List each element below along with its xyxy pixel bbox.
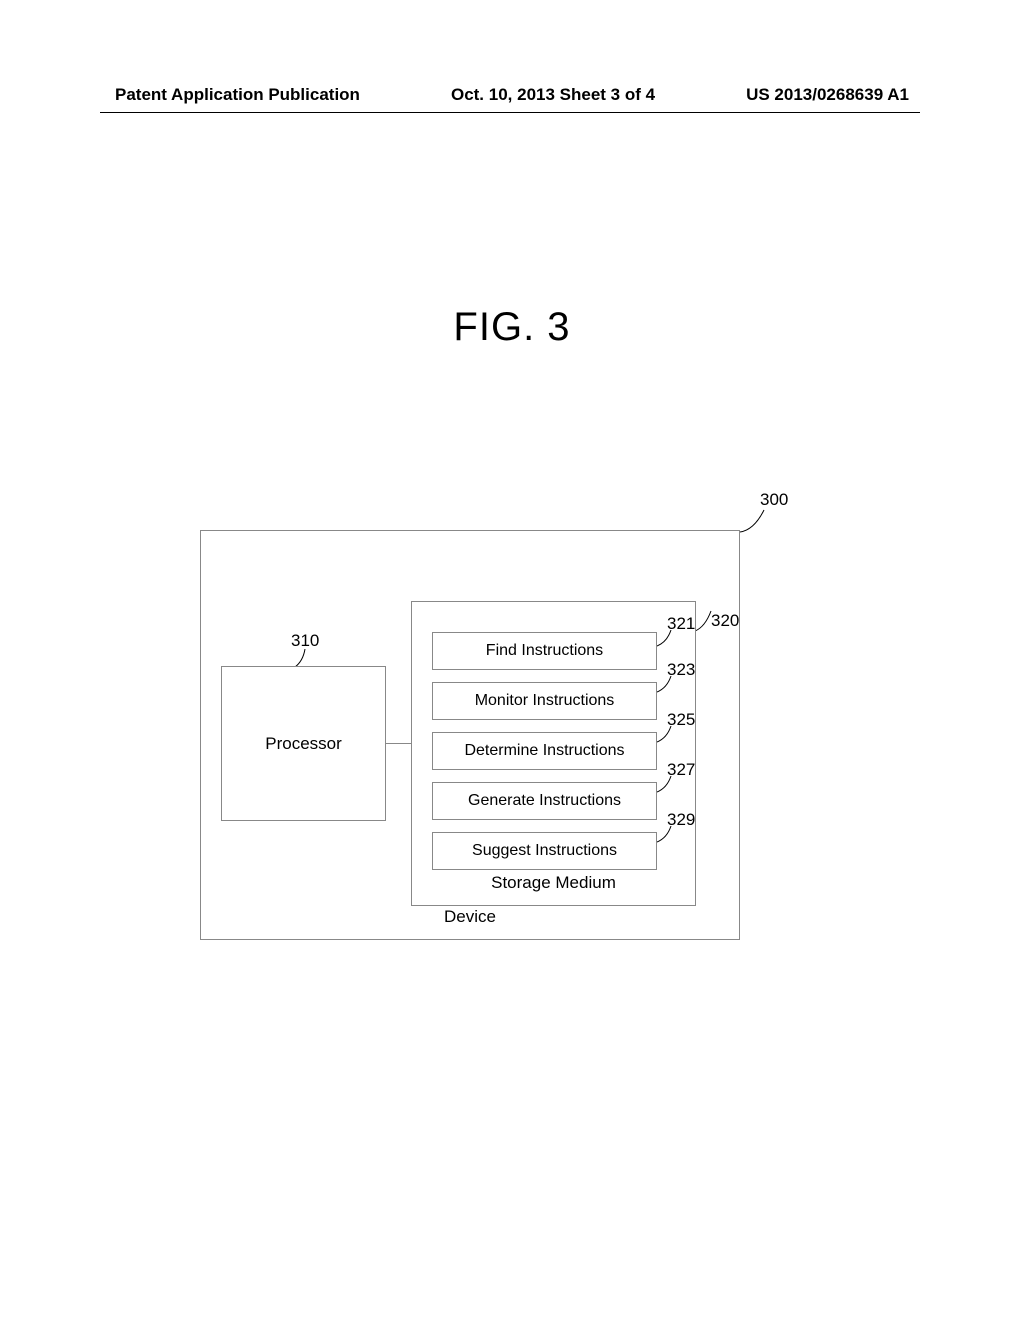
instruction-box-determine: Determine Instructions	[432, 732, 657, 770]
ref-310: 310	[291, 631, 319, 651]
processor-box: Processor	[221, 666, 386, 821]
block-diagram: 300 Device 310 Processor 320 Storage Med…	[200, 490, 780, 940]
instruction-box-suggest: Suggest Instructions	[432, 832, 657, 870]
instruction-label: Determine Instructions	[464, 742, 624, 760]
device-box: Device 310 Processor 320 Storage Medium …	[200, 530, 740, 940]
header-left: Patent Application Publication	[115, 85, 360, 105]
leader-321	[657, 630, 677, 650]
leader-327	[657, 776, 677, 796]
instruction-label: Generate Instructions	[468, 792, 621, 810]
device-label: Device	[201, 907, 739, 927]
leader-323	[657, 676, 677, 696]
instruction-box-monitor: Monitor Instructions	[432, 682, 657, 720]
processor-storage-connector	[386, 743, 411, 744]
leader-329	[657, 826, 677, 846]
storage-medium-label: Storage Medium	[412, 873, 695, 893]
instruction-label: Monitor Instructions	[475, 692, 615, 710]
ref-300: 300	[760, 490, 788, 510]
header-right: US 2013/0268639 A1	[746, 85, 909, 105]
instruction-label: Suggest Instructions	[472, 842, 617, 860]
leader-320	[695, 609, 715, 634]
storage-medium-box: Storage Medium Find Instructions Monitor…	[411, 601, 696, 906]
leader-325	[657, 726, 677, 746]
page-header: Patent Application Publication Oct. 10, …	[0, 85, 1024, 105]
instruction-box-find: Find Instructions	[432, 632, 657, 670]
instruction-box-generate: Generate Instructions	[432, 782, 657, 820]
processor-label: Processor	[265, 734, 342, 754]
header-divider	[100, 112, 920, 113]
instruction-label: Find Instructions	[486, 642, 603, 660]
leader-300	[740, 508, 770, 536]
header-center: Oct. 10, 2013 Sheet 3 of 4	[451, 85, 655, 105]
ref-320: 320	[711, 611, 739, 631]
figure-title: FIG. 3	[0, 305, 1024, 350]
